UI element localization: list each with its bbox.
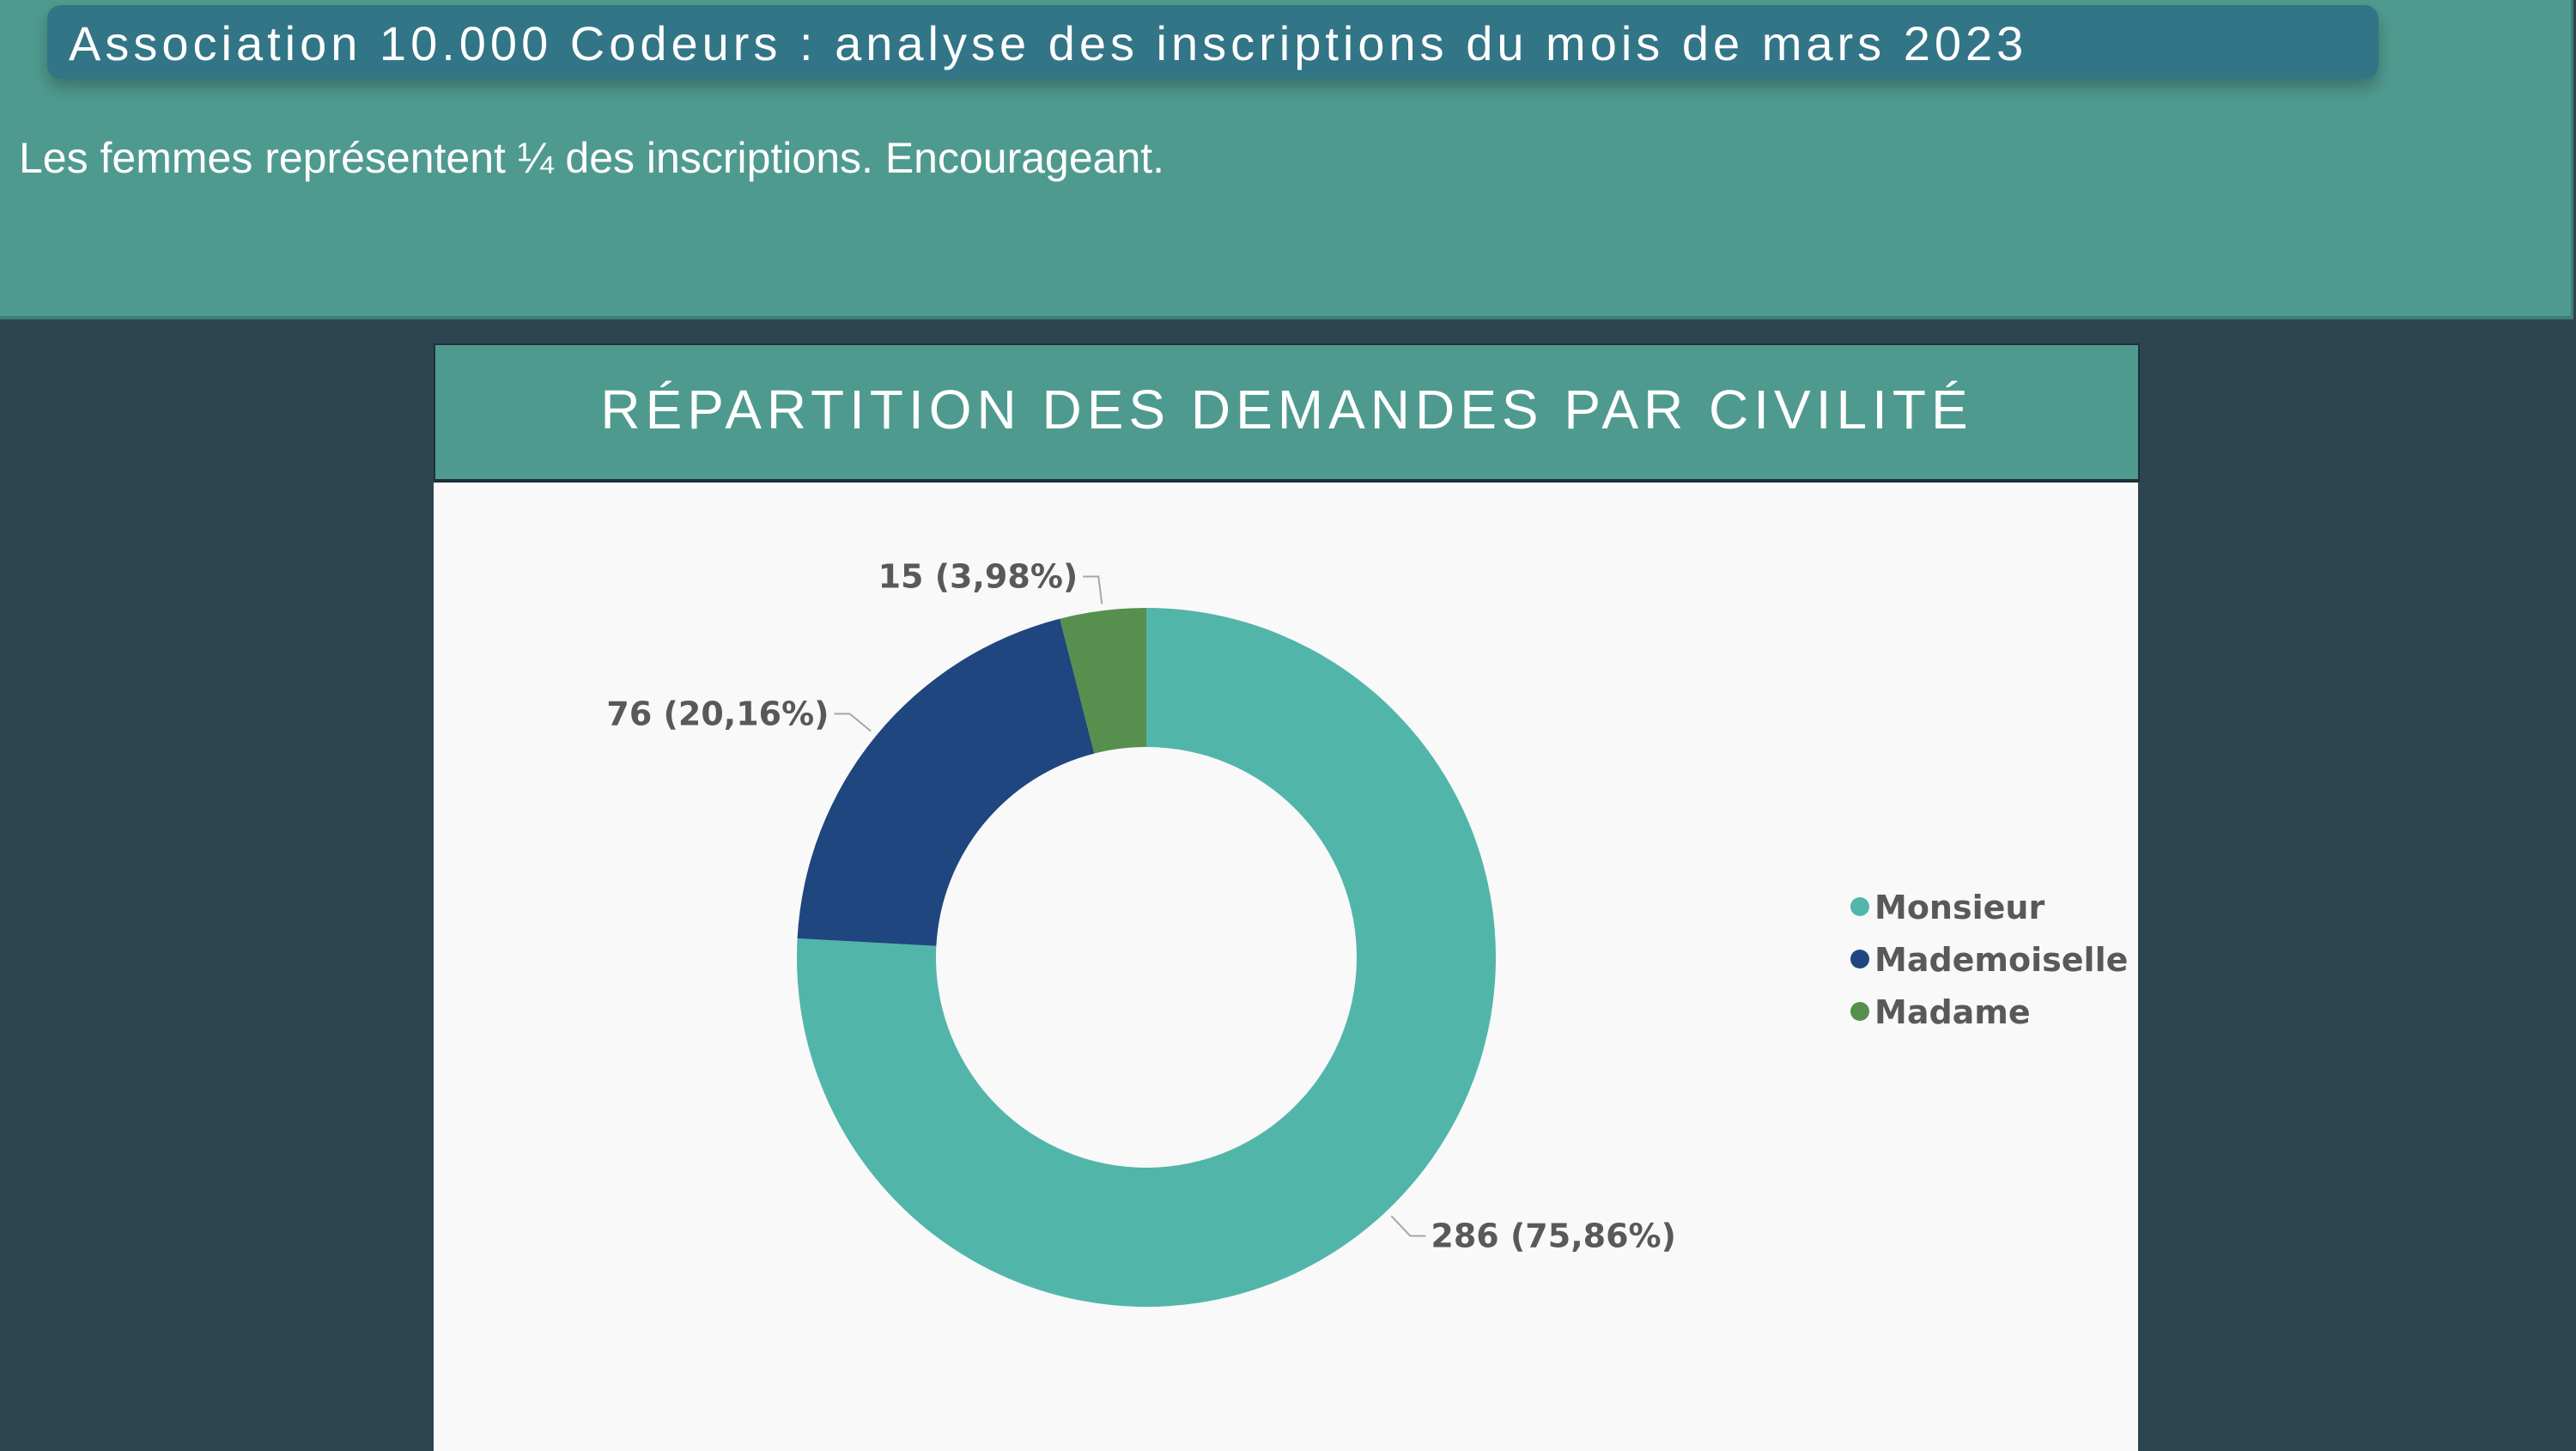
leader-line	[834, 713, 872, 732]
data-label: 76 (20,16%)	[606, 695, 829, 732]
leader-line	[1390, 1215, 1426, 1237]
legend-marker-icon	[1850, 1002, 1869, 1021]
slice-madame[interactable]	[1060, 608, 1146, 754]
donut-chart: 286 (75,86%) 76 (20,16%) 15 (3,98%) Monsieu…	[606, 557, 2128, 1308]
data-label: 15 (3,98%)	[878, 557, 1078, 595]
legend-item[interactable]: Monsieur	[1874, 889, 2044, 926]
chart-card: 286 (75,86%) 76 (20,16%) 15 (3,98%) Monsieu…	[434, 343, 2140, 1451]
chart-card-header: RÉPARTITION DES DEMANDES PAR CIVILITÉ	[434, 343, 2140, 483]
data-label: 286 (75,86%)	[1431, 1217, 1676, 1255]
leader-line	[1083, 575, 1103, 604]
slice-monsieur[interactable]	[796, 608, 1497, 1308]
slice-mademoiselle[interactable]	[797, 618, 1095, 946]
legend-marker-icon	[1850, 897, 1869, 916]
legend-marker-icon	[1850, 950, 1869, 968]
legend-item[interactable]: Madame	[1874, 993, 2031, 1031]
legend-item[interactable]: Mademoiselle	[1874, 941, 2128, 979]
chart-title: RÉPARTITION DES DEMANDES PAR CIVILITÉ	[600, 379, 1973, 440]
header-band: Association 10.000 Codeurs : analyse des…	[0, 0, 2573, 319]
page-subtitle: Les femmes représentent ¼ des inscriptio…	[19, 134, 1165, 182]
page-title: Association 10.000 Codeurs : analyse des…	[69, 16, 2028, 70]
title-banner: Association 10.000 Codeurs : analyse des…	[47, 5, 2379, 79]
